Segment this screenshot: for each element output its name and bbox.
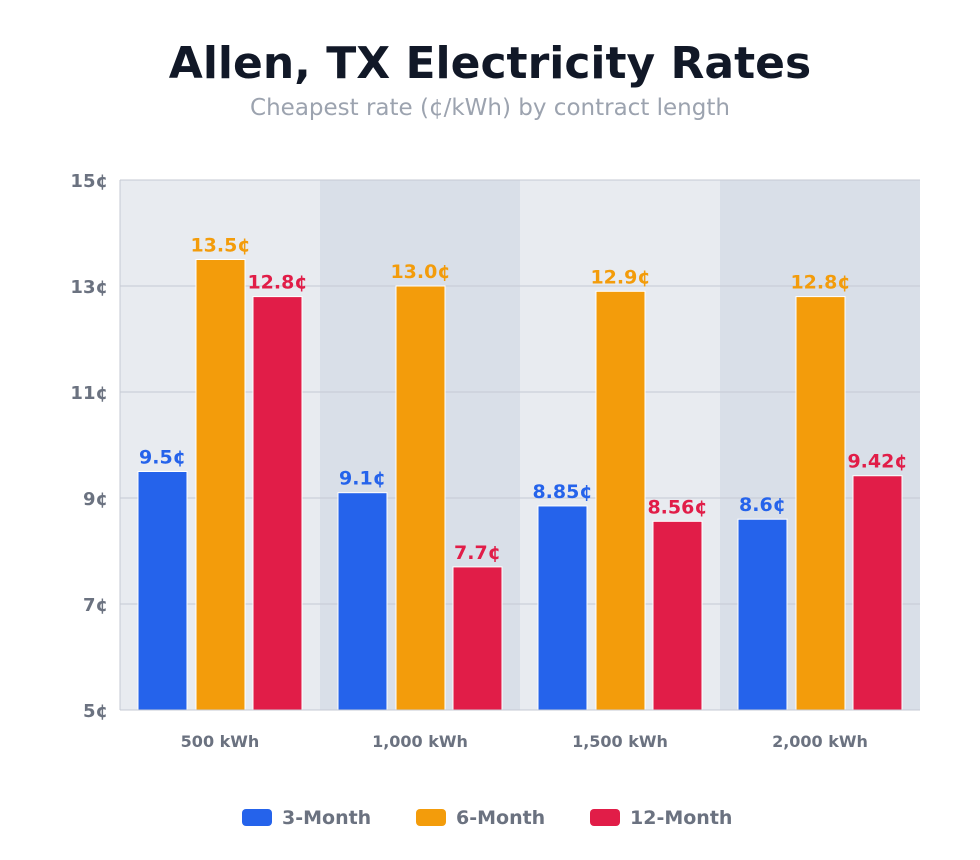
data-label: 7.7¢ xyxy=(454,542,501,564)
x-tick-label: 2,000 kWh xyxy=(772,732,868,751)
chart-subtitle: Cheapest rate (¢/kWh) by contract length xyxy=(250,95,730,121)
y-tick-label: 13¢ xyxy=(70,277,108,298)
axes: 500 kWh 1,000 kWh 1,500 kWh 2,000 kWh 5¢ 7¢ 9¢… xyxy=(70,171,920,751)
bar-12-month xyxy=(852,475,903,711)
legend-label: 12-Month xyxy=(630,807,732,829)
x-tick-label: 1,000 kWh xyxy=(372,732,468,751)
bar-6-month xyxy=(795,296,846,711)
data-label: 9.42¢ xyxy=(847,451,907,473)
chart-title: Allen, TX Electricity Rates xyxy=(169,38,811,89)
bar-3-month xyxy=(737,518,788,711)
bar-12-month xyxy=(652,520,703,711)
y-tick-label: 11¢ xyxy=(70,383,108,404)
bars: 9.5¢ 9.1¢ 8.85¢ 8.6¢ 13.5¢ 13.0¢ 12.9¢ 12.8¢ 12.… xyxy=(137,235,908,711)
bar-3-month xyxy=(537,505,588,711)
data-label: 13.0¢ xyxy=(390,261,450,283)
legend-label: 6-Month xyxy=(456,807,545,829)
x-tick-label: 500 kWh xyxy=(181,732,260,751)
bar-6-month xyxy=(395,285,446,711)
legend-swatch xyxy=(416,809,446,826)
bar-12-month xyxy=(252,296,303,711)
data-label: 12.8¢ xyxy=(247,272,307,294)
bar-6-month xyxy=(195,259,246,711)
legend-swatch xyxy=(242,809,272,826)
legend: 3-Month 6-Month 12-Month xyxy=(242,807,732,829)
data-label: 9.1¢ xyxy=(339,468,386,490)
data-label: 8.85¢ xyxy=(532,481,592,503)
bar-12-month xyxy=(452,566,503,711)
x-tick-label: 1,500 kWh xyxy=(572,732,668,751)
y-tick-label: 7¢ xyxy=(83,595,108,616)
data-label: 9.5¢ xyxy=(139,447,186,469)
bar-3-month xyxy=(337,492,388,711)
bar-6-month xyxy=(595,290,646,711)
data-label: 8.56¢ xyxy=(647,496,707,518)
legend-swatch xyxy=(590,809,620,826)
data-label: 12.9¢ xyxy=(590,266,650,288)
data-label: 13.5¢ xyxy=(190,235,250,257)
y-tick-label: 5¢ xyxy=(83,701,108,722)
y-tick-label: 15¢ xyxy=(70,171,108,192)
data-label: 12.8¢ xyxy=(790,272,850,294)
bar-3-month xyxy=(137,471,188,711)
y-tick-label: 9¢ xyxy=(83,489,108,510)
data-label: 8.6¢ xyxy=(739,494,786,516)
legend-label: 3-Month xyxy=(282,807,371,829)
